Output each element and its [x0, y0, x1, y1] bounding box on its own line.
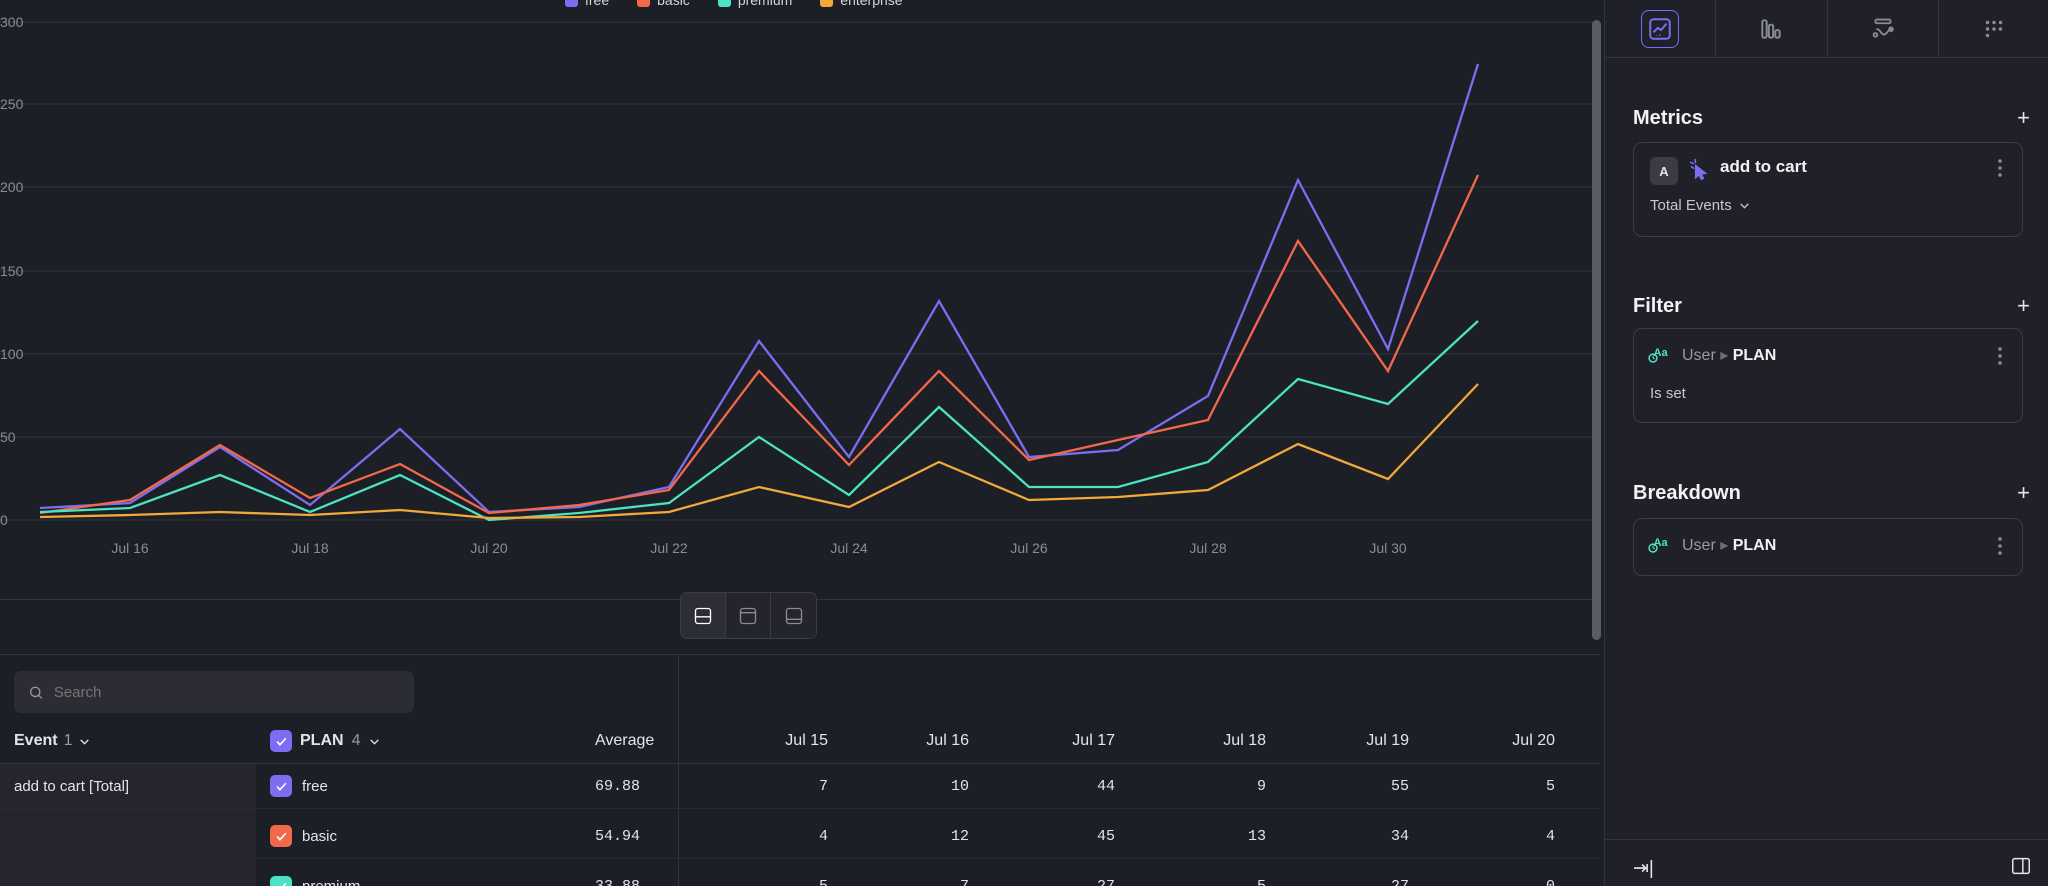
svg-text:Aa: Aa [1654, 347, 1669, 359]
svg-text:Jul 18: Jul 18 [291, 540, 329, 556]
svg-text:150: 150 [0, 263, 24, 279]
svg-text:100: 100 [0, 346, 24, 362]
svg-text:Jul 30: Jul 30 [1369, 540, 1407, 556]
svg-text:Aa: Aa [1654, 537, 1669, 549]
svg-text:Jul 16: Jul 16 [111, 540, 149, 556]
svg-text:Jul 20: Jul 20 [470, 540, 508, 556]
svg-text:Jul 28: Jul 28 [1189, 540, 1227, 556]
svg-text:Jul 22: Jul 22 [650, 540, 688, 556]
svg-text:300: 300 [0, 14, 24, 30]
svg-text:250: 250 [0, 96, 24, 112]
svg-text:Jul 24: Jul 24 [830, 540, 868, 556]
svg-text:50: 50 [0, 429, 16, 445]
svg-text:200: 200 [0, 179, 24, 195]
svg-text:Jul 26: Jul 26 [1010, 540, 1048, 556]
svg-text:0: 0 [0, 512, 8, 528]
